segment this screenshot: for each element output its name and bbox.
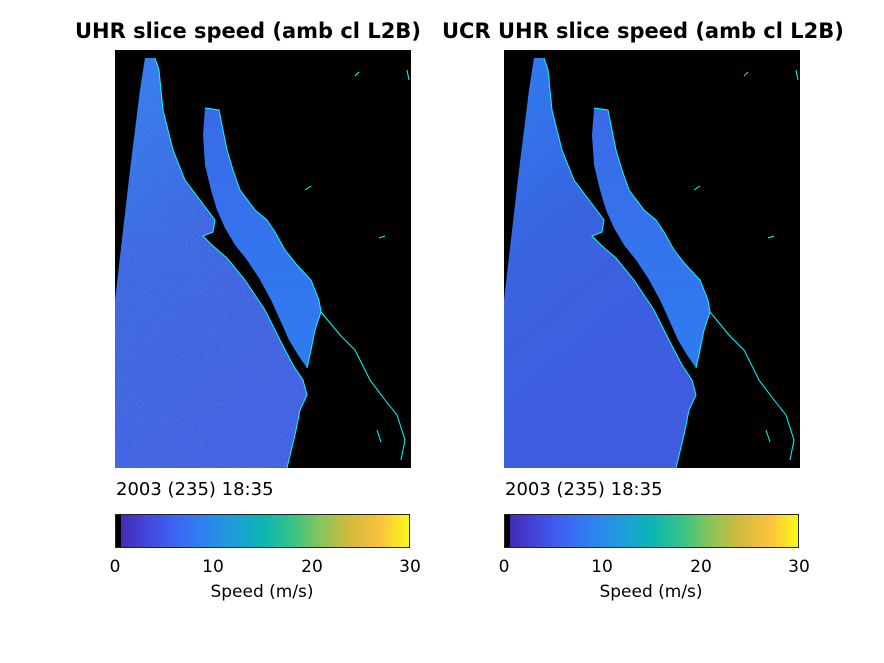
timestamp-left: 2003 (235) 18:35 (116, 479, 274, 500)
panel-title-right: UCR UHR slice speed (amb cl L2B) (442, 19, 844, 43)
colorbar-tick: 0 (498, 557, 510, 577)
colorbar-tick: 20 (690, 557, 712, 577)
timestamp-right: 2003 (235) 18:35 (505, 479, 663, 500)
colorbar-tick: 30 (399, 557, 421, 577)
wind-speed-map-left (115, 50, 411, 468)
gulf-area (203, 108, 321, 368)
colorbar-tick: 10 (591, 557, 613, 577)
wind-speed-map-right (504, 50, 800, 468)
colorbar-right (504, 514, 799, 548)
colorbar-tick: 30 (788, 557, 810, 577)
panel-title-left: UHR slice speed (amb cl L2B) (75, 19, 421, 43)
gulf-area (592, 108, 710, 368)
colorbar-tick: 0 (109, 557, 121, 577)
colorbar-label-left: Speed (m/s) (210, 582, 314, 602)
colorbar-tick: 10 (202, 557, 224, 577)
coastline (543, 57, 799, 468)
colorbar-label-right: Speed (m/s) (599, 582, 703, 602)
ocean-area (504, 58, 696, 468)
colorbar-left (115, 514, 410, 548)
coastline (154, 57, 410, 468)
colorbar-tick: 20 (301, 557, 323, 577)
